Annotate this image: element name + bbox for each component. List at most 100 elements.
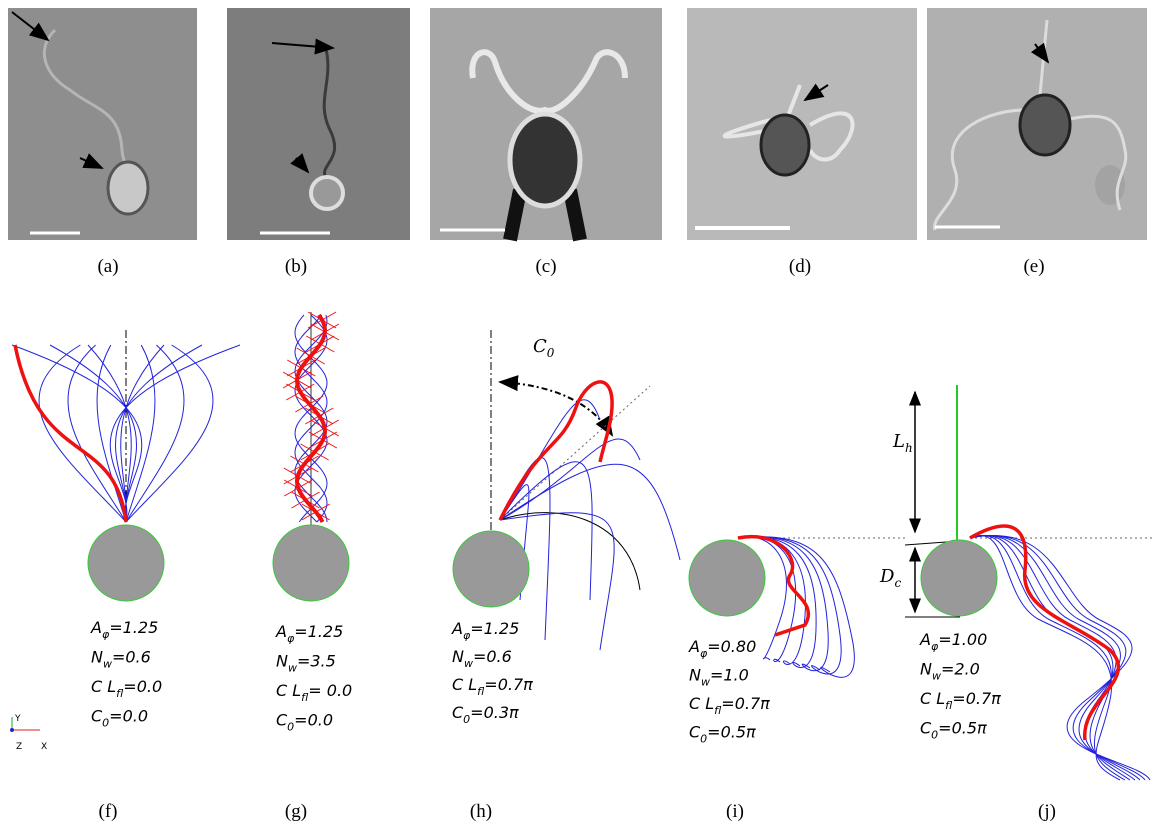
cell-body xyxy=(453,531,529,607)
symbol: A xyxy=(919,630,931,649)
flagellum xyxy=(500,464,680,560)
parameter: Aφ=0.80 xyxy=(688,637,756,660)
parameter-value: =0.0 xyxy=(294,711,333,730)
micrograph-d xyxy=(687,8,917,240)
parameter: C Lfl=0.0 xyxy=(91,677,162,700)
symbol: A xyxy=(90,618,102,637)
spike xyxy=(306,336,334,352)
subscript: c xyxy=(894,576,901,590)
parameter: Nw=0.6 xyxy=(91,648,151,671)
spike xyxy=(308,312,336,328)
subscript: w xyxy=(701,676,710,689)
panel-label: (e) xyxy=(1023,256,1044,277)
page: (a)(b)(c)(d)(e)(f)Aφ=1.25Nw=0.6C Lfl=0.0… xyxy=(0,0,1157,827)
subscript: 0 xyxy=(931,729,938,742)
symbol: C L xyxy=(689,694,714,713)
parameter: Nw=2.0 xyxy=(920,660,980,683)
flagellum xyxy=(39,345,126,522)
panel-label: (j) xyxy=(1038,801,1056,822)
parameter-value: =1.00 xyxy=(938,630,987,649)
parameter: C0=0.3π xyxy=(452,703,519,726)
parameter: Aφ=1.25 xyxy=(90,618,158,641)
flagella-curves xyxy=(12,312,1150,780)
axis-label: Z xyxy=(16,742,22,752)
parameter: Nw=1.0 xyxy=(689,666,749,689)
figure: (a)(b)(c)(d)(e)(f)Aφ=1.25Nw=0.6C Lfl=0.0… xyxy=(0,0,1157,827)
symbol: C L xyxy=(920,689,945,708)
parameter-value: =1.0 xyxy=(710,666,749,685)
cell-body xyxy=(921,540,997,616)
symbol: C xyxy=(533,336,547,357)
symbol: D xyxy=(879,566,895,587)
parameter-value: =0.5π xyxy=(938,719,987,738)
flagellum xyxy=(500,439,640,520)
parameter: Aφ=1.25 xyxy=(275,622,343,645)
symbol: C L xyxy=(452,675,477,694)
subscript: w xyxy=(464,657,473,670)
axis-label: X xyxy=(41,742,47,752)
flagellum xyxy=(126,345,213,522)
parameter: Aφ=1.00 xyxy=(919,630,987,653)
subscript: 0 xyxy=(287,721,294,734)
subscript: 0 xyxy=(700,733,707,746)
parameter-value: =0.7π xyxy=(484,675,533,694)
spike xyxy=(286,384,314,400)
cell-body xyxy=(273,525,349,601)
annotation: Dc xyxy=(879,566,901,590)
subscript: w xyxy=(932,670,941,683)
parameter: Nw=0.6 xyxy=(452,647,512,670)
symbol: A xyxy=(688,637,700,656)
parameter: C0=0.0 xyxy=(91,707,148,730)
spike xyxy=(290,456,318,472)
symbol: C L xyxy=(91,677,116,696)
parameter: C Lfl=0.7π xyxy=(689,694,770,717)
micrograph-e xyxy=(927,8,1147,240)
parameter: Aφ=1.25 xyxy=(451,619,519,642)
parameter-value: =1.25 xyxy=(470,619,519,638)
symbol: N xyxy=(452,647,464,666)
parameter-value: =1.25 xyxy=(294,622,343,641)
symbol: C L xyxy=(276,681,301,700)
micrograph-b xyxy=(227,8,410,240)
panel-label: (f) xyxy=(99,801,118,822)
subscript: w xyxy=(103,658,112,671)
parameter-value: =0.7π xyxy=(721,694,770,713)
panel-label: (c) xyxy=(535,256,556,277)
micrograph-a xyxy=(8,8,197,240)
symbol: A xyxy=(451,619,463,638)
parameter: C0=0.5π xyxy=(920,719,987,742)
panel-label: (a) xyxy=(97,256,118,277)
parameter: Nw=3.5 xyxy=(276,652,336,675)
cell-body xyxy=(88,525,164,601)
cell-body xyxy=(689,540,765,616)
panel-label: (g) xyxy=(285,801,307,822)
parameter: C0=0.5π xyxy=(689,723,756,746)
parameter-value: =0.0 xyxy=(123,677,162,696)
parameter-value: =0.80 xyxy=(707,637,756,656)
subscript: 0 xyxy=(102,717,109,730)
panel-label: (h) xyxy=(470,801,492,822)
parameter-value: =2.0 xyxy=(941,660,980,679)
annotation: C0 xyxy=(533,336,555,360)
parameter-value: =0.0 xyxy=(109,707,148,726)
axis-label: Y xyxy=(14,714,21,724)
parameter: C Lfl=0.7π xyxy=(920,689,1001,712)
symbol: N xyxy=(920,660,932,679)
panel-label: (b) xyxy=(285,256,307,277)
symbol: L xyxy=(892,431,905,452)
subscript: w xyxy=(288,662,297,675)
parameter: C Lfl= 0.0 xyxy=(276,681,352,704)
subscript: h xyxy=(905,441,913,455)
subscript: 0 xyxy=(463,713,470,726)
micrograph-c xyxy=(430,8,662,240)
parameter-value: =1.25 xyxy=(109,618,158,637)
annotation: Lh xyxy=(892,431,913,455)
parameter-value: =3.5 xyxy=(297,652,336,671)
symbol: A xyxy=(275,622,287,641)
parameter-value: =0.5π xyxy=(707,723,756,742)
flagellum xyxy=(12,345,142,522)
symbol: N xyxy=(276,652,288,671)
parameter: C Lfl=0.7π xyxy=(452,675,533,698)
parameter-value: = 0.0 xyxy=(308,681,352,700)
